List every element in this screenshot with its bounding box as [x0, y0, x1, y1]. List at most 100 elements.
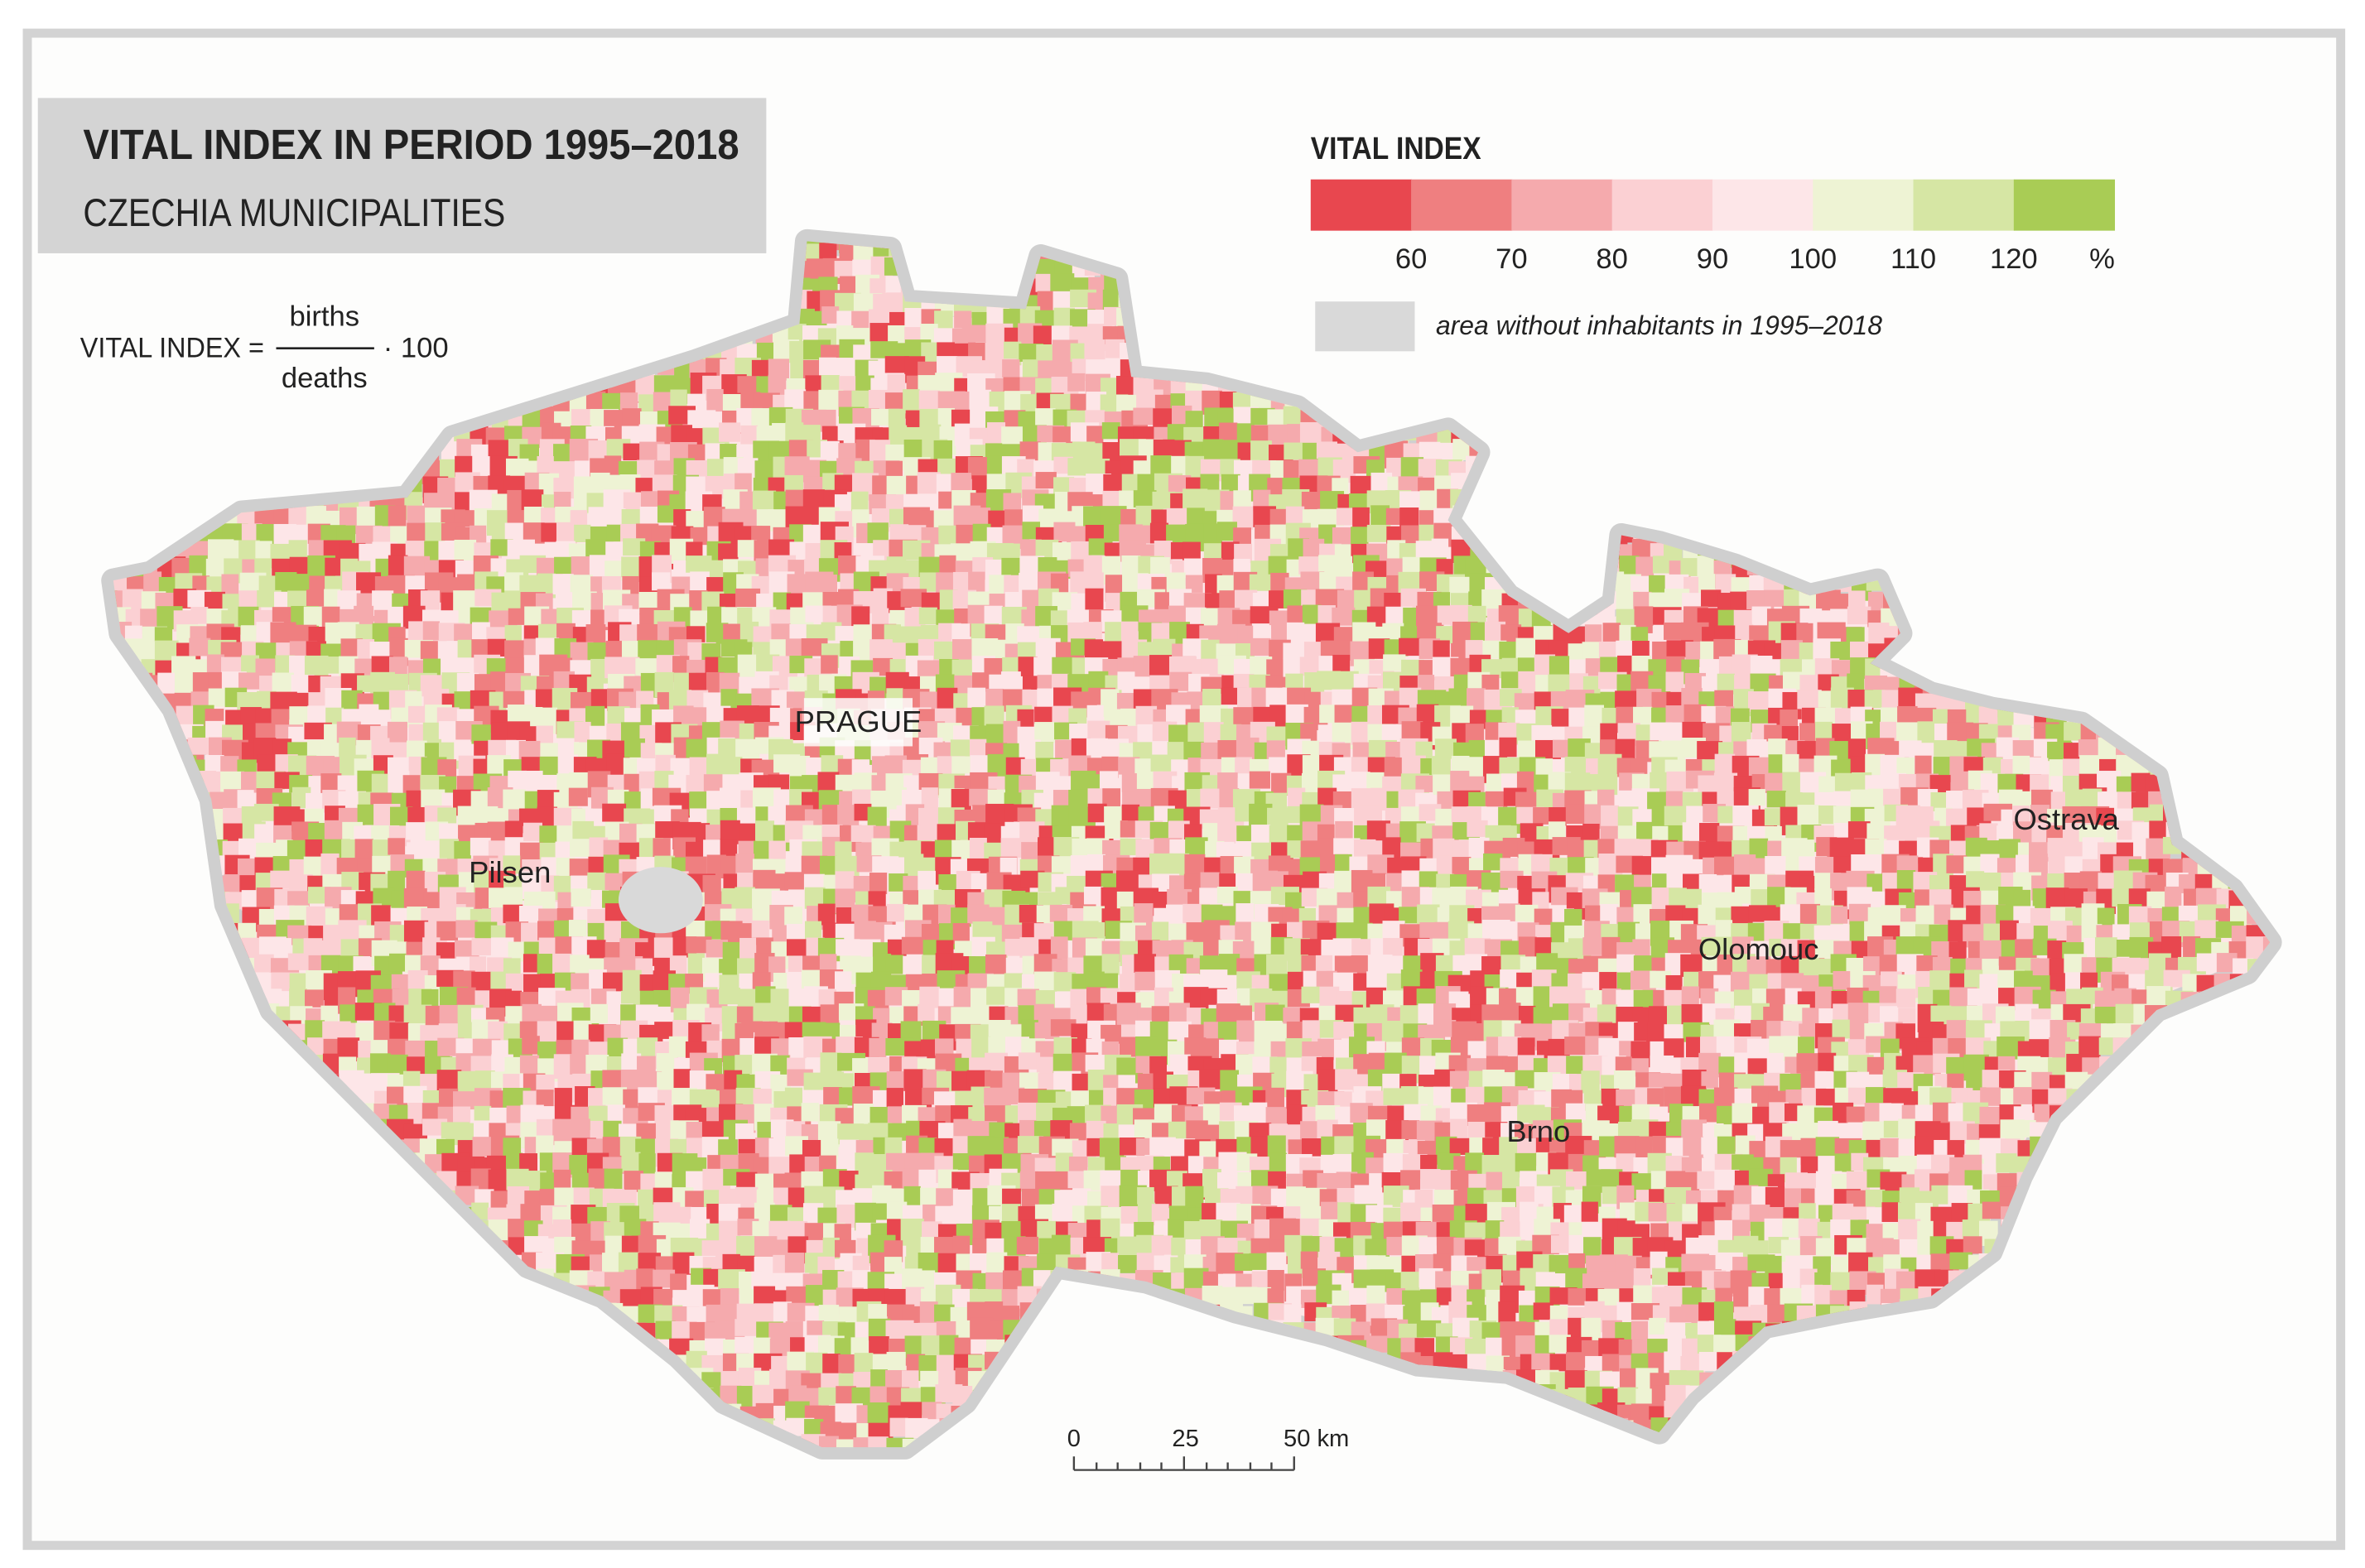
municipality-cell	[1249, 574, 1271, 591]
municipality-cell	[652, 572, 671, 591]
municipality-cell	[1200, 788, 1221, 809]
municipality-cell	[585, 391, 606, 413]
municipality-cell	[888, 325, 906, 345]
municipality-cell	[2012, 755, 2030, 774]
municipality-cell	[1401, 721, 1423, 741]
municipality-cell	[1797, 805, 1821, 828]
municipality-cell	[1052, 291, 1072, 312]
municipality-cell	[1149, 522, 1169, 544]
municipality-cell	[1766, 791, 1786, 808]
municipality-cell	[720, 358, 739, 377]
municipality-cell	[190, 607, 209, 624]
municipality-cell	[687, 444, 709, 462]
municipality-cell	[737, 376, 760, 393]
municipality-cell	[1582, 824, 1600, 843]
municipality-cell	[903, 389, 920, 414]
municipality-cell	[1001, 671, 1021, 690]
municipality-cell	[1070, 343, 1087, 363]
municipality-cell	[1601, 805, 1619, 827]
municipality-cell	[623, 443, 642, 461]
municipality-cell	[635, 658, 657, 676]
municipality-cell	[820, 440, 840, 459]
municipality-cell	[487, 638, 506, 657]
municipality-cell	[508, 608, 527, 625]
municipality-cell	[1185, 411, 1203, 432]
municipality-cell	[1250, 637, 1271, 657]
municipality-cell	[1682, 721, 1706, 739]
municipality-cell	[388, 838, 406, 855]
municipality-cell	[670, 389, 687, 409]
municipality-cell	[954, 310, 972, 332]
municipality-cell	[1003, 493, 1022, 512]
municipality-cell	[1085, 588, 1104, 611]
municipality-cell	[2030, 758, 2049, 777]
municipality-cell	[1167, 424, 1187, 444]
municipality-cell	[470, 837, 491, 856]
municipality-cell	[987, 422, 1006, 444]
municipality-cell	[1086, 705, 1104, 723]
municipality-cell	[751, 408, 775, 427]
municipality-cell	[919, 424, 942, 443]
municipality-cell	[821, 306, 840, 324]
municipality-cell	[754, 820, 775, 841]
municipality-cell	[822, 241, 851, 251]
municipality-cell	[871, 608, 889, 625]
municipality-cell	[1033, 325, 1052, 349]
municipality-cell	[1067, 373, 1086, 392]
municipality-cell	[1797, 690, 1822, 709]
municipality-cell	[640, 411, 663, 429]
municipality-cell	[740, 425, 759, 445]
municipality-cell	[1332, 607, 1356, 626]
municipality-cell	[719, 422, 741, 442]
municipality-cell	[1120, 621, 1139, 642]
municipality-cell	[918, 390, 941, 411]
municipality-cell	[1351, 757, 1370, 774]
municipality-cell	[967, 325, 990, 343]
municipality-cell	[422, 621, 440, 641]
municipality-cell	[985, 688, 1004, 709]
municipality-cell	[722, 393, 746, 412]
municipality-cell	[1764, 589, 1787, 607]
municipality-cell	[967, 507, 991, 526]
municipality-cell	[723, 623, 742, 642]
municipality-cell	[602, 803, 627, 822]
municipality-cell	[1232, 392, 1252, 411]
municipality-cell	[1431, 756, 1451, 777]
municipality-cell	[1187, 507, 1205, 527]
municipality-cell	[1665, 671, 1684, 692]
municipality-cell	[1249, 771, 1270, 789]
municipality-cell	[622, 408, 642, 426]
municipality-cell	[821, 655, 838, 674]
municipality-cell	[1284, 442, 1303, 460]
municipality-cell	[920, 324, 938, 345]
municipality-cell	[1001, 426, 1030, 445]
municipality-cell	[1680, 558, 1699, 576]
municipality-cell	[1451, 755, 1470, 773]
municipality-cell	[1117, 671, 1135, 690]
municipality-cell	[122, 589, 143, 611]
municipality-cell	[1133, 407, 1156, 426]
municipality-cell	[1035, 378, 1054, 397]
municipality-cell	[1002, 359, 1020, 378]
municipality-cell	[1847, 606, 1871, 625]
municipality-cell	[1433, 640, 1450, 659]
municipality-cell	[621, 556, 640, 578]
municipality-cell	[950, 739, 971, 757]
municipality-cell	[1467, 820, 1488, 837]
municipality-cell	[602, 392, 620, 414]
municipality-cell	[623, 492, 642, 512]
municipality-cell	[918, 607, 937, 625]
municipality-cell	[853, 344, 871, 362]
municipality-cell	[539, 825, 558, 845]
municipality-cell	[1035, 408, 1056, 428]
municipality-cell	[189, 637, 211, 657]
municipality-cell	[1664, 622, 1682, 640]
municipality-cell	[1631, 773, 1650, 791]
municipality-cell	[839, 241, 857, 267]
municipality-cell	[568, 787, 588, 806]
municipality-cell	[869, 278, 891, 298]
municipality-cell	[1748, 789, 1765, 806]
municipality-cell	[819, 357, 836, 381]
